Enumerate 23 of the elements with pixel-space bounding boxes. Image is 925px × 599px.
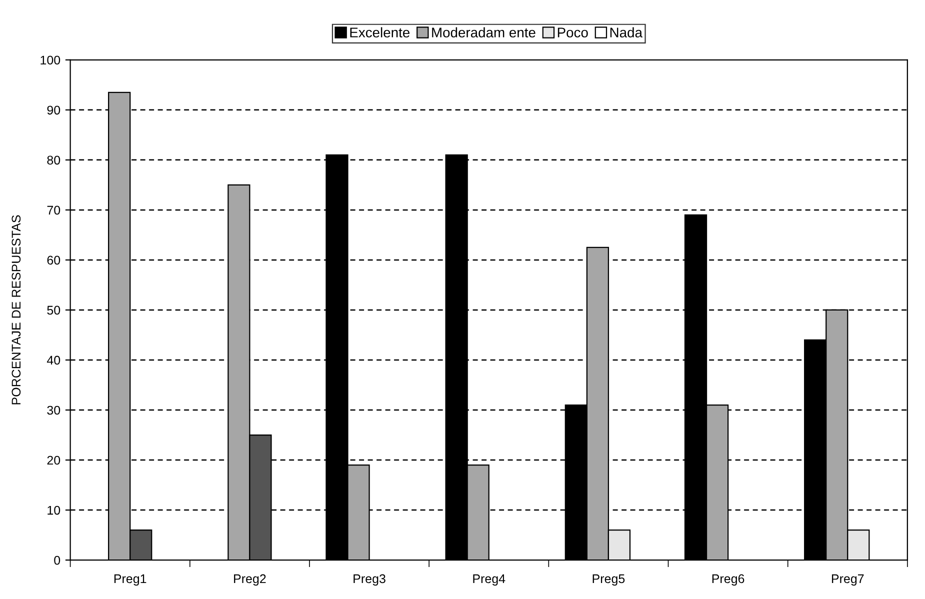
y-tick-label: 100 — [40, 56, 60, 65]
y-tick-label: 50 — [47, 306, 60, 315]
x-tick-label: Preg2 — [234, 574, 266, 586]
y-tick-label: 20 — [47, 456, 60, 465]
y-tick-label: 30 — [47, 406, 60, 415]
y-tick-label: 80 — [47, 156, 60, 165]
x-tick-label: Preg5 — [592, 574, 625, 586]
y-tick-label: 40 — [46, 356, 60, 365]
x-tick-label: Preg6 — [712, 574, 744, 586]
y-tick-label: 0 — [54, 556, 60, 565]
y-tick-label: 70 — [47, 206, 60, 215]
legend-label: Moderadam ente — [432, 27, 536, 38]
y-axis-title: PORCENTAJE DE RESPUESTAS — [12, 215, 21, 404]
x-tick-label: Preg3 — [354, 574, 386, 586]
x-tick-label: Preg7 — [832, 574, 864, 586]
legend-label: Excelente — [350, 27, 410, 38]
legend-label: Nada — [610, 27, 642, 38]
x-tick-label: Preg1 — [114, 574, 146, 586]
y-tick-label: 60 — [47, 256, 60, 265]
legend-label: Poco — [558, 28, 588, 38]
x-tick-label: Preg4 — [473, 574, 506, 586]
y-tick-label: 90 — [47, 106, 60, 115]
y-tick-label: 10 — [48, 506, 60, 515]
